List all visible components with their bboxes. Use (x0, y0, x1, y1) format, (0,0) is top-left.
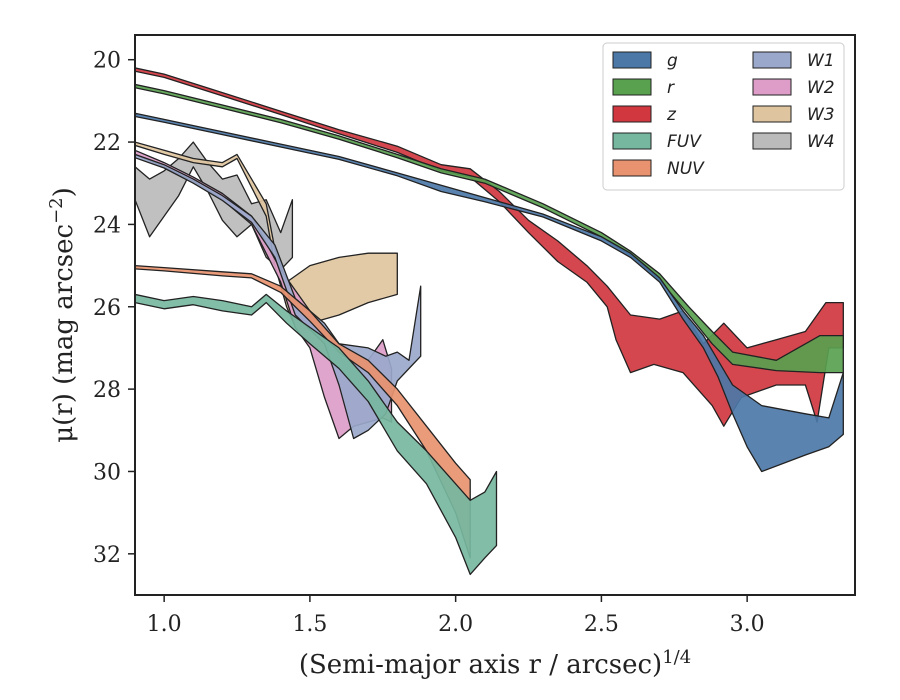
y-tick-label: 32 (93, 543, 121, 568)
x-tick-label: 1.0 (147, 612, 182, 637)
y-axis-label-exponent: −2 (46, 197, 67, 224)
y-tick-label: 24 (93, 213, 121, 238)
legend-swatch-nuv (612, 159, 652, 177)
x-ticks: 1.0 1.5 2.0 2.5 3.0 (147, 595, 765, 637)
x-axis-label-exponent: 1/4 (662, 647, 691, 668)
legend-label-w2: W2 (807, 78, 835, 98)
legend-label-fuv: FUV (667, 132, 702, 152)
x-tick-label: 1.5 (292, 612, 327, 637)
y-axis-label-close: ) (49, 187, 79, 197)
legend-swatch-w2 (752, 78, 792, 96)
x-axis-label-main: (Semi-major axis r / arcsec) (299, 650, 662, 680)
band-g (135, 112, 844, 473)
legend-swatch-w1 (752, 51, 792, 69)
legend-label-g: g (667, 51, 678, 71)
y-tick-label: 30 (93, 460, 121, 485)
legend: grz FUV NUV W1 W2 W3 W4 (602, 42, 845, 191)
band-fuv (135, 293, 498, 576)
y-axis-label: μ(r) (mag arcsec−2) (46, 187, 79, 443)
legend-label-nuv: NUV (667, 159, 705, 179)
legend-label-r: r (667, 78, 675, 98)
x-tick-label: 2.5 (584, 612, 619, 637)
y-axis-label-main: μ(r) (mag arcsec (49, 224, 79, 443)
y-tick-label: 28 (93, 378, 121, 403)
legend-label-z: z (666, 105, 677, 125)
legend-label-w4: W4 (807, 132, 835, 152)
legend-label-w1: W1 (807, 51, 835, 71)
legend-swatch-z (612, 105, 652, 123)
y-ticks: 20 22 24 26 28 30 32 (93, 49, 135, 568)
x-tick-label: 3.0 (730, 612, 765, 637)
x-tick-label: 2.0 (438, 612, 473, 637)
y-tick-label: 26 (93, 296, 121, 321)
legend-label-w3: W3 (807, 105, 835, 125)
legend-swatch-g (612, 51, 652, 69)
band-w3 (135, 141, 398, 329)
x-axis-label: (Semi-major axis r / arcsec)1/4 (299, 647, 691, 680)
bands-layer (135, 67, 844, 576)
y-tick-label: 22 (93, 131, 121, 156)
legend-swatch-w4 (752, 132, 792, 150)
y-tick-label: 20 (93, 49, 121, 74)
axes-frame (134, 34, 856, 596)
legend-swatch-r (612, 78, 652, 96)
legend-swatch-fuv (612, 132, 652, 150)
legend-swatch-w3 (752, 105, 792, 123)
